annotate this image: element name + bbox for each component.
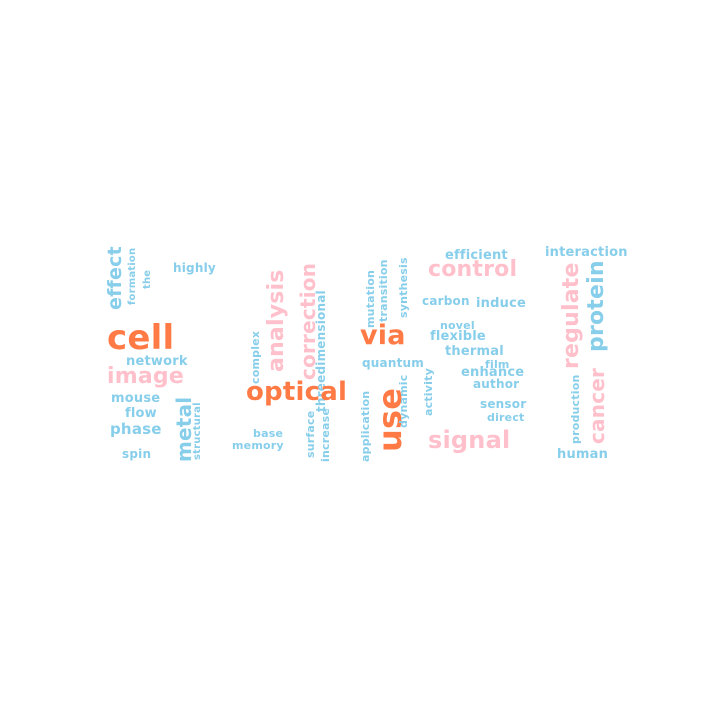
word-efficient: efficient xyxy=(445,248,508,263)
word-quantum: quantum xyxy=(362,356,424,370)
word-via: via xyxy=(360,320,406,351)
word-carbon: carbon xyxy=(422,294,470,308)
word-human: human xyxy=(557,447,609,462)
word-analysis: analysis xyxy=(264,269,289,372)
word-regulate: regulate xyxy=(559,262,584,369)
word-spin: spin xyxy=(122,447,152,461)
word-structural: structural xyxy=(192,402,203,460)
word-image: image xyxy=(107,364,184,389)
word-mouse: mouse xyxy=(111,391,161,406)
word-surface: surface xyxy=(304,410,317,458)
word-application: application xyxy=(359,390,372,462)
word-cell: cell xyxy=(107,318,175,358)
word-protein: protein xyxy=(584,260,609,352)
word-induce: induce xyxy=(476,296,526,311)
word-the: the xyxy=(142,269,153,289)
word-production: production xyxy=(569,374,582,445)
word-interaction: interaction xyxy=(545,245,628,260)
word-control: control xyxy=(428,257,518,282)
word-film: film xyxy=(485,358,510,371)
word-novel: novel xyxy=(440,319,475,332)
word-metal: metal xyxy=(172,396,196,462)
word-network: network xyxy=(126,354,188,369)
word-formation: formation xyxy=(127,247,138,305)
word-optical: optical xyxy=(246,377,348,407)
word-direct: direct xyxy=(487,411,525,424)
word-phase: phase xyxy=(110,420,162,438)
word-thermal: thermal xyxy=(445,344,504,359)
word-increase: increase xyxy=(319,407,332,462)
word-author: author xyxy=(473,377,520,391)
word-effect: effect xyxy=(104,246,126,310)
word-transition: transition xyxy=(377,259,390,322)
word-flow: flow xyxy=(125,406,157,421)
word-activity: activity xyxy=(422,368,435,416)
word-enhance: enhance xyxy=(461,365,525,380)
word-base: base xyxy=(253,427,284,440)
word-flexible: flexible xyxy=(430,329,486,344)
word-dynamic: dynamic xyxy=(397,374,410,428)
word-sensor: sensor xyxy=(480,397,527,411)
word-memory: memory xyxy=(232,439,284,452)
word-signal: signal xyxy=(428,426,511,454)
word-highly: highly xyxy=(173,261,216,275)
word-cancer: cancer xyxy=(585,367,609,444)
word-synthesis: synthesis xyxy=(397,257,410,318)
